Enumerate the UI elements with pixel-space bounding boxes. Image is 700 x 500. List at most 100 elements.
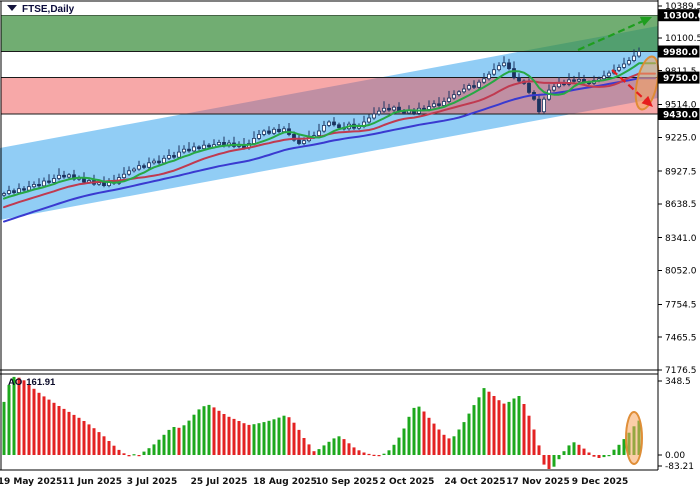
y-axis-tick-label: 9225.0: [665, 134, 697, 144]
ao-bar: [67, 411, 71, 455]
ao-bar: [167, 429, 171, 455]
time-axis[interactable]: [0, 471, 658, 493]
ao-bar: [617, 444, 621, 455]
ao-bar: [82, 421, 86, 455]
ao-bar: [377, 455, 381, 457]
ao-bar: [242, 423, 246, 455]
bearish-target-arrow-head: [641, 95, 653, 107]
candle-body: [127, 170, 131, 175]
ao-bar: [182, 425, 186, 455]
candle-body: [632, 55, 636, 61]
ao-indicator-value: 161.91: [26, 377, 56, 388]
price-line-box-label: 9980.0: [663, 48, 698, 58]
ao-bar: [337, 436, 341, 455]
candle-body: [262, 130, 266, 135]
ao-bar: [437, 429, 441, 455]
candle-body: [372, 113, 376, 119]
candle-body: [2, 193, 6, 196]
ao-bar: [482, 388, 486, 455]
candle-body: [137, 165, 141, 170]
price-line-box: [658, 71, 700, 84]
ao-bar: [562, 451, 566, 455]
ao-bar: [7, 384, 11, 455]
candle-body: [492, 69, 496, 75]
candle-body: [322, 125, 326, 132]
ao-bar: [132, 454, 136, 456]
y-axis-tick-label: 7754.5: [665, 301, 697, 311]
ao-bar: [302, 438, 306, 455]
date-label: 3 Jul 2025: [127, 477, 177, 487]
date-axis: 19 May 2025 11 Jun 2025 3 Jul 2025 25 Jul 2…: [0, 477, 628, 487]
price-axis[interactable]: [659, 0, 700, 470]
candle-body: [502, 62, 506, 67]
date-label: 11 Jun 2025: [62, 477, 122, 487]
ao-bar: [512, 398, 516, 455]
ao-bar: [207, 404, 211, 455]
candle-body: [447, 97, 451, 102]
ao-bar: [202, 406, 206, 455]
candle-body: [122, 173, 126, 178]
date-label: 17 Nov 2025: [506, 477, 569, 487]
candle-body: [37, 183, 41, 187]
candle-body: [257, 133, 261, 139]
date-label: 9 Dec 2025: [572, 477, 629, 487]
ao-bar: [317, 449, 321, 455]
candle-body: [392, 106, 396, 111]
ao-bar: [622, 439, 626, 455]
ao-bar: [347, 443, 351, 455]
candle-body: [332, 121, 336, 126]
ao-bar: [447, 438, 451, 455]
ao-bar: [417, 406, 421, 455]
ao-indicator-label: AO 161.91: [8, 377, 56, 388]
ao-bar: [507, 401, 511, 455]
candle-body: [207, 144, 211, 148]
candle-body: [627, 60, 631, 65]
ao-axis-tick-label: -83.21: [665, 462, 694, 472]
symbol-dropdown-icon[interactable]: [7, 5, 17, 11]
candle-body: [452, 94, 456, 99]
ao-bar: [57, 406, 61, 455]
resistance-zone: [1, 15, 658, 52]
ao-bar: [157, 439, 161, 455]
bullish-target-arrow-head: [639, 16, 652, 26]
ma-fast-line: [3, 62, 656, 200]
candle-body: [602, 75, 606, 80]
ao-bar: [472, 405, 476, 455]
ao-bar: [77, 417, 81, 455]
candle-body: [617, 67, 621, 71]
ao-bar: [217, 410, 221, 455]
ao-bar: [332, 438, 336, 455]
ao-bar: [592, 455, 596, 457]
ao-bar: [122, 453, 126, 455]
y-axis-tick-label: 8052.0: [665, 267, 697, 277]
date-label: 2 Oct 2025: [380, 477, 435, 487]
candle-body: [267, 130, 271, 134]
ao-bar: [367, 453, 371, 456]
ao-bar: [422, 411, 426, 455]
candle-body: [537, 98, 541, 113]
price-line-box: [658, 9, 700, 22]
ao-bar: [432, 423, 436, 455]
y-axis-tick-label: 7176.5: [665, 366, 697, 376]
price-line-box-label: 9750.0: [663, 74, 698, 84]
ao-bar: [297, 429, 301, 455]
ao-bar: [567, 445, 571, 455]
candle-body: [22, 188, 26, 191]
ao-bar: [542, 455, 546, 465]
candle-body: [187, 148, 191, 152]
candle-body: [142, 165, 146, 168]
candle-body: [302, 140, 306, 144]
candle-body: [272, 128, 276, 134]
candle-body: [157, 160, 161, 164]
main-chart-surface[interactable]: [1, 1, 657, 370]
ao-pane-surface[interactable]: [1, 374, 657, 470]
candle-body: [387, 107, 391, 111]
ao-bar: [397, 437, 401, 455]
date-label: 10 Sep 2025: [316, 477, 379, 487]
candle-body: [67, 174, 71, 178]
ao-bar: [97, 432, 101, 455]
candle-body: [202, 144, 206, 149]
ao-bar: [352, 447, 356, 455]
candle-body: [382, 107, 386, 112]
